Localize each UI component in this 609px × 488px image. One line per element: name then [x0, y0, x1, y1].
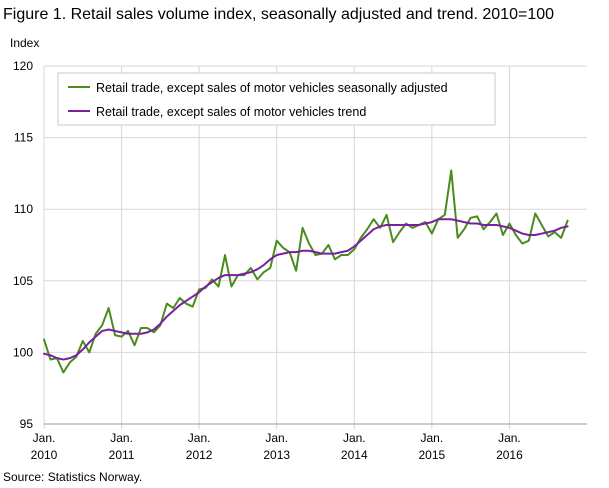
y-tick-label-120: 120: [13, 59, 33, 73]
y-tick-label-95: 95: [20, 417, 34, 431]
series-lines: [43, 169, 569, 374]
legend-label-seasonally-adjusted: Retail trade, except sales of motor vehi…: [96, 81, 448, 95]
x-tick-label-month-2010: Jan.: [33, 431, 56, 445]
x-tick-label-year-2012: 2012: [186, 448, 213, 462]
x-tick-label-year-2013: 2013: [263, 448, 290, 462]
chart-title: Figure 1. Retail sales volume index, sea…: [3, 6, 555, 23]
y-tick-label-115: 115: [14, 131, 33, 145]
x-tick-label-month-2014: Jan.: [343, 431, 366, 445]
source-note: Source: Statistics Norway.: [3, 470, 143, 484]
x-tick-label-year-2016: 2016: [496, 448, 523, 462]
y-tick-label-110: 110: [14, 202, 33, 216]
legend-label-trend: Retail trade, except sales of motor vehi…: [96, 105, 366, 119]
y-axis-label: Index: [10, 36, 40, 50]
line-chart: 95 100 105 110 115 120 Jan. 2010 Jan. 2011 Jan. 201…: [13, 59, 587, 462]
legend-box: [57, 72, 496, 126]
x-tick-label-year-2015: 2015: [419, 448, 446, 462]
x-tick-label-month-2011: Jan.: [110, 431, 133, 445]
x-tick-label-month-2013: Jan.: [265, 431, 288, 445]
x-tick-label-year-2011: 2011: [109, 448, 135, 462]
axes: 95 100 105 110 115 120 Jan. 2010 Jan. 2011 Jan. 201…: [13, 59, 587, 462]
x-tick-label-year-2014: 2014: [341, 448, 368, 462]
y-tick-label-105: 105: [13, 274, 33, 288]
x-tick-label-month-2015: Jan.: [421, 431, 444, 445]
series-trend-line: [43, 218, 569, 361]
x-tick-label-month-2016: Jan.: [498, 431, 521, 445]
legend: Retail trade, except sales of motor vehi…: [57, 72, 496, 126]
y-tick-label-100: 100: [13, 345, 33, 359]
x-tick-label-month-2012: Jan.: [188, 431, 211, 445]
x-tick-label-year-2010: 2010: [31, 448, 58, 462]
series-seasonally-adjusted-line: [43, 169, 569, 374]
